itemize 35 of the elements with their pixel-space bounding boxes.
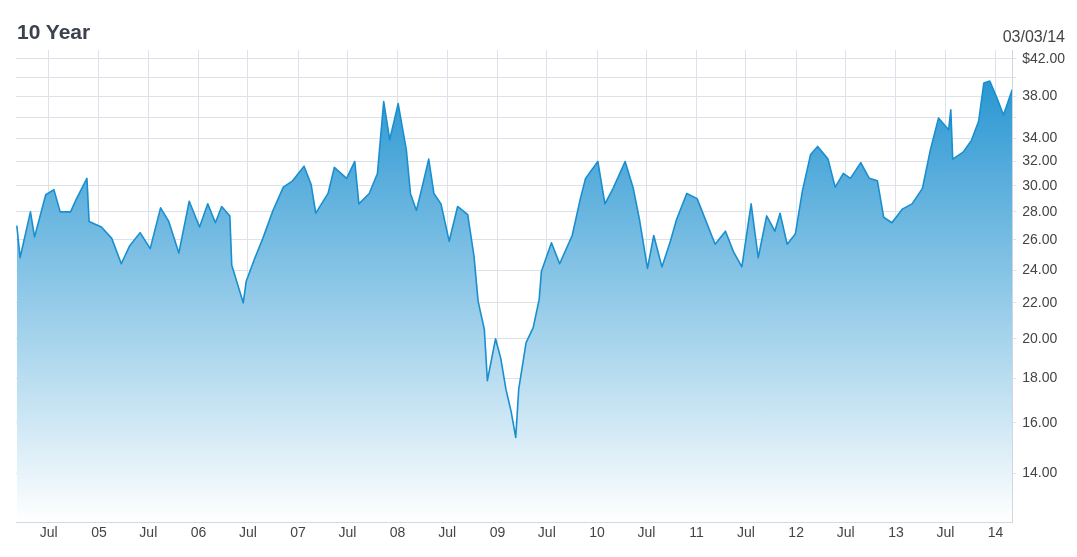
x-tick-label: Jul xyxy=(537,524,556,541)
y-tick-label: 26.00 xyxy=(1022,230,1058,247)
x-tick-label: 06 xyxy=(190,524,207,541)
x-tick-label: Jul xyxy=(139,524,158,541)
y-tick-label: $42.00 xyxy=(1022,49,1066,66)
x-tick-label: Jul xyxy=(39,524,58,541)
y-tick-label: 38.00 xyxy=(1022,87,1058,104)
x-tick-label: Jul xyxy=(836,524,855,541)
y-tick-label: 32.00 xyxy=(1022,152,1058,169)
x-tick-label: 13 xyxy=(888,524,904,541)
y-tick-label: 22.00 xyxy=(1022,293,1058,310)
x-tick-label: 12 xyxy=(788,524,805,541)
y-tick-label: 18.00 xyxy=(1022,369,1058,386)
x-tick-label: 08 xyxy=(389,524,406,541)
x-tick-label: 07 xyxy=(290,524,307,541)
x-tick-label: Jul xyxy=(338,524,357,541)
y-tick-label: 16.00 xyxy=(1022,413,1058,430)
y-tick-label: 24.00 xyxy=(1022,260,1058,277)
x-tick-label: 05 xyxy=(91,524,107,541)
x-tick-label: Jul xyxy=(936,524,955,541)
x-tick-label: Jul xyxy=(637,524,656,541)
x-tick-label: Jul xyxy=(238,524,257,541)
y-tick-label: 28.00 xyxy=(1022,202,1058,219)
x-tick-label: 14 xyxy=(987,524,1004,541)
x-tick-label: Jul xyxy=(438,524,457,541)
chart-subtitle: 03/03/14 xyxy=(1002,28,1065,46)
y-tick-label: 20.00 xyxy=(1022,329,1058,346)
chart-title: 10 Year xyxy=(17,20,91,44)
x-tick-label: 09 xyxy=(489,524,506,541)
y-tick-label: 30.00 xyxy=(1022,176,1058,193)
x-tick-label: 10 xyxy=(589,524,606,541)
y-tick-label: 34.00 xyxy=(1022,129,1058,146)
y-tick-label: 14.00 xyxy=(1022,464,1058,481)
x-tick-label: Jul xyxy=(737,524,755,541)
x-tick-label: 11 xyxy=(689,524,705,541)
